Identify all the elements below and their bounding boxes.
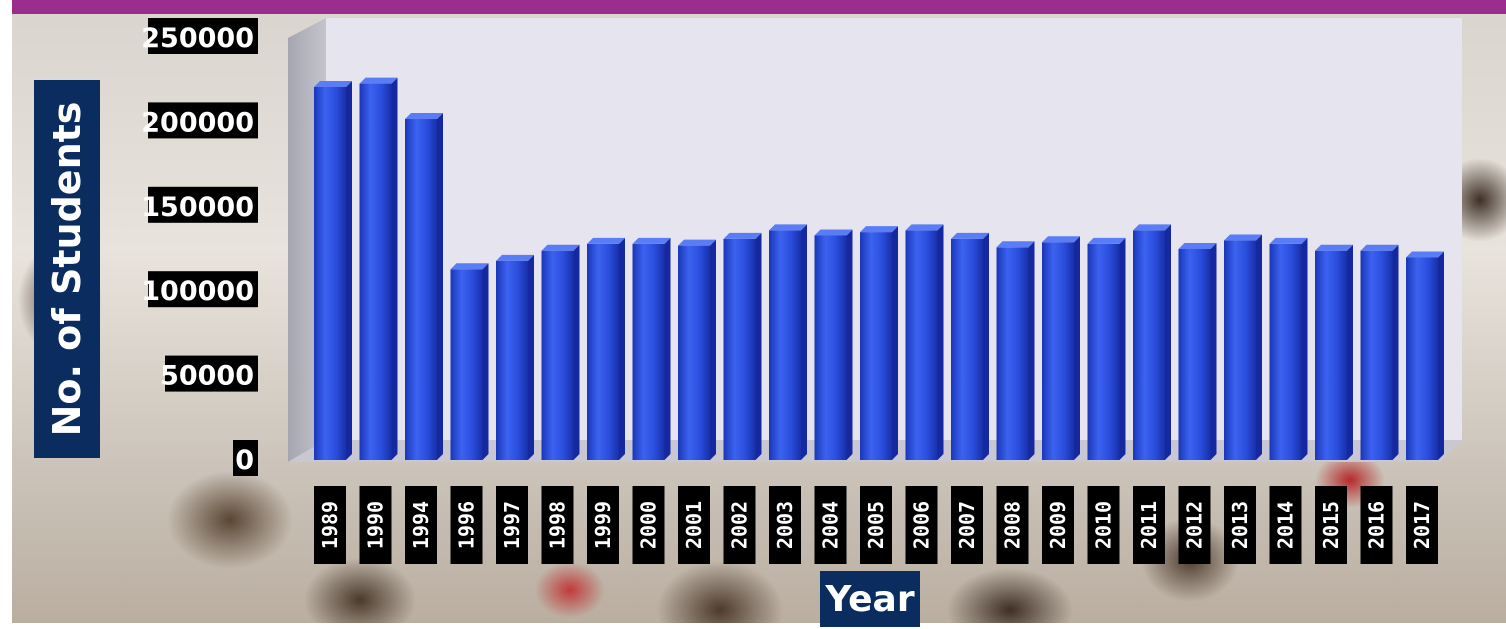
y-tick-label: 150000 [141, 192, 254, 223]
bar [405, 113, 443, 461]
y-tick-box [165, 355, 258, 392]
x-tick: 2000 [632, 486, 665, 564]
bar [314, 80, 352, 461]
y-tick-box [148, 102, 258, 139]
x-tick: 2010 [1087, 486, 1120, 564]
bar [1087, 237, 1126, 460]
x-tick: 1990 [359, 486, 392, 564]
bar [541, 244, 580, 460]
bar [996, 241, 1035, 460]
x-tick: 2011 [1133, 486, 1165, 564]
bar [905, 224, 944, 460]
x-tick-label: 2014 [1274, 501, 1298, 549]
y-tick-label: 100000 [141, 276, 254, 307]
bar [1224, 234, 1262, 460]
bar [951, 232, 989, 460]
x-tick: 1989 [314, 486, 346, 564]
x-tick-label: 2000 [637, 501, 661, 549]
bar [587, 237, 625, 460]
bar [769, 224, 807, 460]
bar [678, 239, 716, 460]
y-axis-label: No. of Students [45, 101, 89, 437]
y-axis-label-box [34, 80, 100, 458]
x-tick-label: 2017 [1410, 501, 1434, 549]
x-tick-label: 2002 [728, 501, 752, 549]
x-tick: 2009 [1042, 486, 1074, 564]
bar [1178, 243, 1217, 460]
x-tick: 2006 [905, 486, 938, 564]
x-tick-label: 1998 [546, 501, 570, 549]
x-tick-label: 2005 [864, 501, 888, 549]
bar [1360, 244, 1399, 460]
x-tick: 1996 [450, 486, 483, 564]
x-tick-label: 2001 [682, 501, 706, 549]
bar [723, 232, 762, 460]
x-tick: 1999 [587, 486, 619, 564]
x-tick: 2013 [1224, 486, 1256, 564]
x-tick-label: 1999 [591, 501, 615, 549]
x-tick-label: 1989 [318, 501, 342, 549]
y-tick-label: 0 [235, 445, 254, 476]
x-tick-label: 2010 [1092, 501, 1116, 549]
bar [450, 263, 489, 460]
x-tick-label: 2007 [955, 501, 979, 549]
bar [1315, 244, 1353, 460]
x-tick-label: 2012 [1183, 501, 1207, 549]
x-tick-label: 1996 [455, 501, 479, 549]
y-tick-label: 200000 [141, 107, 254, 138]
y-tick-label: 50000 [160, 361, 254, 392]
x-tick: 2007 [951, 486, 983, 564]
x-tick-label: 2006 [910, 501, 934, 549]
x-tick: 2014 [1269, 486, 1302, 564]
x-tick: 2004 [814, 486, 847, 564]
x-tick: 2008 [996, 486, 1029, 564]
x-tick-label: 1990 [364, 501, 388, 549]
x-tick-label: 2015 [1319, 501, 1343, 549]
bar [1042, 236, 1080, 460]
x-tick: 2012 [1178, 486, 1211, 564]
bar [359, 77, 398, 461]
x-axis-label: Year [820, 571, 920, 627]
y-tick-label: 250000 [141, 23, 254, 54]
bar [860, 226, 898, 460]
bottom-border [0, 623, 1506, 629]
bar [632, 237, 671, 460]
x-tick: 2005 [860, 486, 892, 564]
x-tick-label: 2013 [1228, 501, 1252, 549]
x-tick-label: 1997 [500, 501, 524, 549]
bar [1133, 224, 1171, 460]
title-banner [0, 0, 1506, 14]
x-tick-label: 2008 [1001, 501, 1025, 549]
y-tick-box [148, 186, 258, 223]
x-tick: 1998 [541, 486, 574, 564]
bar [496, 254, 534, 460]
x-tick-label: 2011 [1137, 501, 1161, 549]
x-tick: 2003 [769, 486, 801, 564]
x-tick-label: 2003 [773, 501, 797, 549]
x-tick: 2017 [1406, 486, 1438, 564]
bar [1406, 251, 1444, 460]
x-tick: 2016 [1360, 486, 1393, 564]
bar [1269, 237, 1308, 460]
x-tick: 2002 [723, 486, 756, 564]
x-tick: 1994 [405, 486, 437, 564]
x-tick: 2001 [678, 486, 710, 564]
x-tick-label: 2009 [1046, 501, 1070, 549]
x-tick: 1997 [496, 486, 528, 564]
x-tick-label: 2004 [819, 501, 843, 549]
x-tick: 2015 [1315, 486, 1347, 564]
x-tick-label: 2016 [1365, 501, 1389, 549]
left-border [0, 0, 12, 629]
y-tick-box [148, 18, 258, 54]
bar [814, 229, 853, 460]
y-tick-box [233, 440, 258, 476]
x-tick-label: 1994 [409, 501, 433, 549]
y-tick-box [148, 271, 258, 308]
